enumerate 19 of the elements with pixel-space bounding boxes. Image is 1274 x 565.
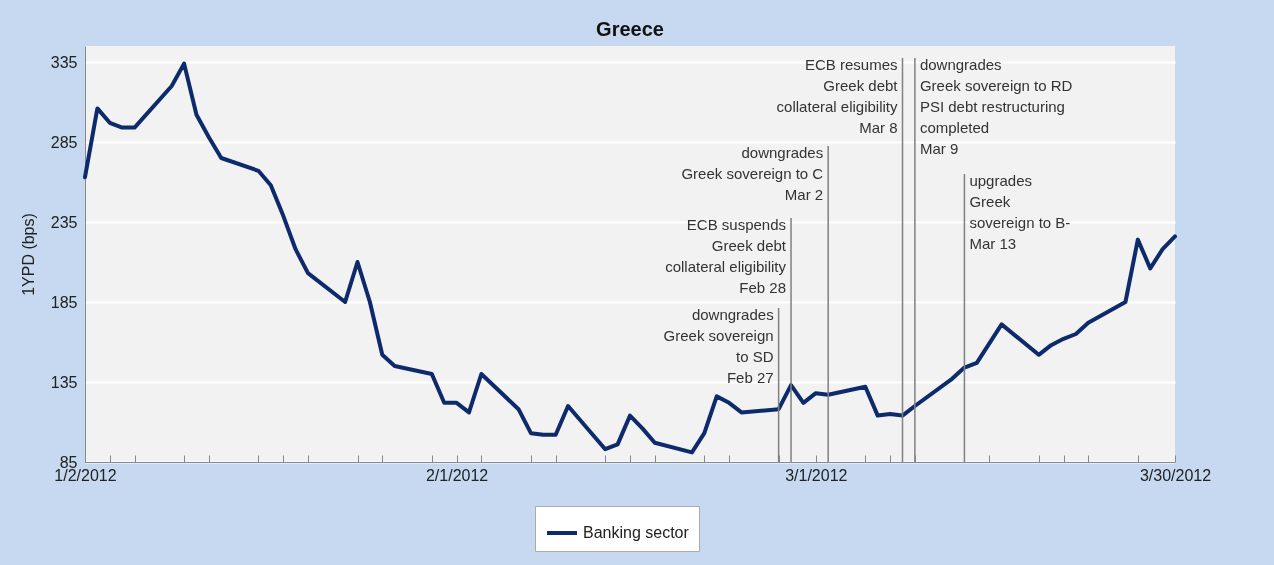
ref-line-label: downgrades Greek sovereign to C Mar 2 (681, 144, 824, 203)
x-tick-label: 1/2/2012 (54, 466, 117, 484)
y-tick-label: 235 (50, 213, 78, 231)
y-tick-label: 135 (50, 373, 78, 391)
ref-line-label: downgrades Greek sovereign to SD Feb 27 (663, 306, 774, 386)
line-series (83, 61, 1177, 455)
legend-label: Banking sector (583, 524, 690, 541)
ref-line-label: downgrades Greek sovereign to RD PSI debt restructuring completed Mar 9 (919, 56, 1073, 157)
x-tick-label: 2/1/2012 (425, 466, 489, 484)
y-tick-label: 335 (50, 53, 78, 71)
x-tick-label: 3/1/2012 (785, 466, 848, 484)
ref-line-label: ECB suspends Greek debt collateral eligibility Feb 28 (665, 216, 787, 296)
x-tick-label: 3/30/2012 (1139, 466, 1212, 484)
ref-line-label: upgrades Greek sovereign to B- Mar 13 (969, 172, 1071, 252)
y-tick-label: 285 (50, 133, 78, 151)
y-tick-label: 185 (50, 293, 78, 311)
y-axis-title: 1YPD (bps) (19, 213, 37, 296)
chart-title: Greece (596, 18, 664, 40)
ref-line-label: ECB resumes Greek debt collateral eligibility Mar 8 (776, 56, 899, 136)
